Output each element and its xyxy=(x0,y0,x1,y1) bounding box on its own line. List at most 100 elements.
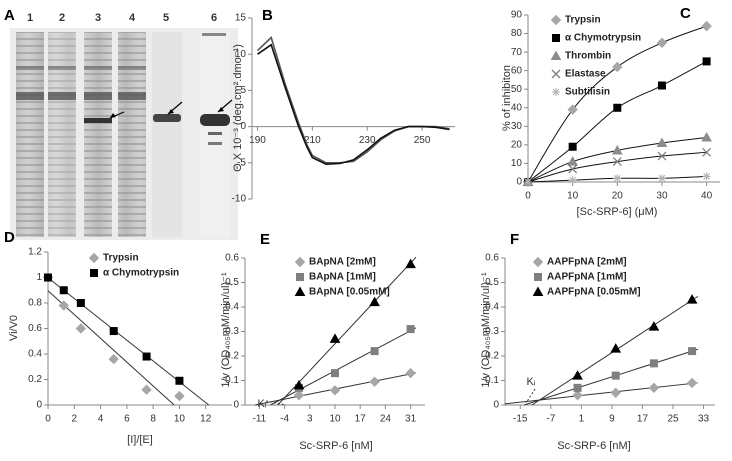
arrow-head xyxy=(110,113,116,118)
gel-band xyxy=(118,92,146,100)
legend-marker xyxy=(551,69,561,79)
line xyxy=(257,43,450,166)
marker xyxy=(611,144,623,155)
y-tick-label: 0.4 xyxy=(28,349,42,360)
y-tick-label: 50 xyxy=(511,84,523,95)
y-tick-label: 1 xyxy=(36,272,42,283)
legend-label: BApNA [1mM] xyxy=(309,272,376,283)
marker xyxy=(612,157,622,167)
gel-band xyxy=(202,33,226,36)
marker xyxy=(175,376,184,385)
y-tick-label: 0.6 xyxy=(485,253,499,264)
x-tick-label: 31 xyxy=(405,414,417,425)
marker xyxy=(648,321,660,331)
y-tick-label: -10 xyxy=(232,194,247,205)
marker xyxy=(141,384,152,395)
marker xyxy=(293,379,305,390)
gel-band xyxy=(48,66,76,70)
y-tick-label: 0.5 xyxy=(225,277,239,288)
arrow-head xyxy=(168,109,174,114)
x-tick-label: 2 xyxy=(72,414,78,425)
marker xyxy=(524,178,532,186)
y-tick-label: 0 xyxy=(240,121,246,132)
x-tick-label: 250 xyxy=(414,135,431,146)
marker xyxy=(572,370,583,380)
legend-label: AAPFpNA [0.05mM] xyxy=(547,287,641,298)
legend-marker xyxy=(552,34,560,42)
y-tick-label: 0 xyxy=(36,400,42,411)
y-tick-label: 0 xyxy=(516,177,522,188)
y-tick-label: 70 xyxy=(511,47,523,58)
x-axis-label: [Sc-SRP-6] (μM) xyxy=(577,206,658,218)
panel-letter: F xyxy=(510,231,519,248)
x-tick-label: 10 xyxy=(174,414,186,425)
trend-line xyxy=(47,277,210,406)
y-tick-label: 0.2 xyxy=(485,351,499,362)
y-tick-label: 0.3 xyxy=(225,326,239,337)
x-tick-label: 33 xyxy=(698,414,710,425)
gel-band xyxy=(16,66,44,70)
panel-letter: B xyxy=(262,7,273,24)
marker xyxy=(108,353,119,365)
marker xyxy=(649,359,658,368)
legend-label: α Chymotrypsin xyxy=(565,33,641,44)
gel-band xyxy=(84,92,112,100)
marker xyxy=(568,142,577,151)
marker xyxy=(370,347,379,356)
y-tick-label: 90 xyxy=(511,10,523,21)
gel-band xyxy=(48,92,76,100)
lane-label: 4 xyxy=(129,12,136,24)
x-tick-label: -4 xyxy=(280,414,289,425)
x-tick-label: 230 xyxy=(359,135,376,146)
legend-marker xyxy=(532,286,544,296)
lane-label: 2 xyxy=(59,12,65,24)
legend-marker xyxy=(88,252,100,264)
lane-label: 6 xyxy=(211,12,217,24)
gel-band xyxy=(208,142,222,145)
marker xyxy=(688,347,697,356)
x-tick-label: 0 xyxy=(45,414,51,425)
x-tick-label: 8 xyxy=(150,414,156,425)
y-tick-label: 0.8 xyxy=(28,298,42,309)
legend-marker xyxy=(532,256,544,268)
lane-label: 5 xyxy=(163,12,169,24)
legend-marker xyxy=(550,50,562,60)
marker xyxy=(567,104,578,115)
x-tick-label: 10 xyxy=(329,414,341,425)
legend-label: Subtilisin xyxy=(565,87,610,98)
gel-band xyxy=(84,66,112,70)
gel-band xyxy=(84,118,112,123)
lane-label: 3 xyxy=(95,12,101,24)
marker xyxy=(656,37,668,49)
y-tick-label: 10 xyxy=(235,49,247,60)
x-tick-label: 10 xyxy=(567,191,579,202)
trend-line xyxy=(523,348,698,406)
gel-lane xyxy=(48,32,76,237)
x-tick-label: 30 xyxy=(656,191,668,202)
marker xyxy=(701,131,712,142)
y-tick-label: 30 xyxy=(511,121,523,132)
y-tick-label: 0.2 xyxy=(28,374,42,385)
gel-band xyxy=(153,114,181,122)
y-tick-label: 60 xyxy=(511,65,523,76)
legend-marker xyxy=(534,273,542,281)
y-tick-label: 0.1 xyxy=(485,375,499,386)
y-tick-label: 0.2 xyxy=(225,351,239,362)
marker xyxy=(573,383,582,392)
annotation-arrow xyxy=(265,400,287,406)
marker xyxy=(702,147,712,157)
legend-label: Elastase xyxy=(565,69,606,80)
marker xyxy=(611,371,620,380)
marker xyxy=(59,286,68,295)
y-tick-label: 0 xyxy=(233,400,239,411)
y-tick-label: 40 xyxy=(511,102,523,113)
marker xyxy=(686,377,698,389)
y-axis-label: Vi/V0 xyxy=(8,315,20,341)
lane-label: 1 xyxy=(27,12,33,24)
marker xyxy=(572,389,583,401)
legend-label: BApNA [0.05mM] xyxy=(309,287,390,298)
gel-band xyxy=(16,92,44,100)
x-tick-label: 210 xyxy=(304,135,321,146)
y-axis-label: Θ X 10⁻³ (deg.cm².dmo⁻¹) xyxy=(232,44,244,172)
y-axis-label: 1/v (OD₄₀₅mM/min/ul)⁻¹ xyxy=(480,272,492,388)
